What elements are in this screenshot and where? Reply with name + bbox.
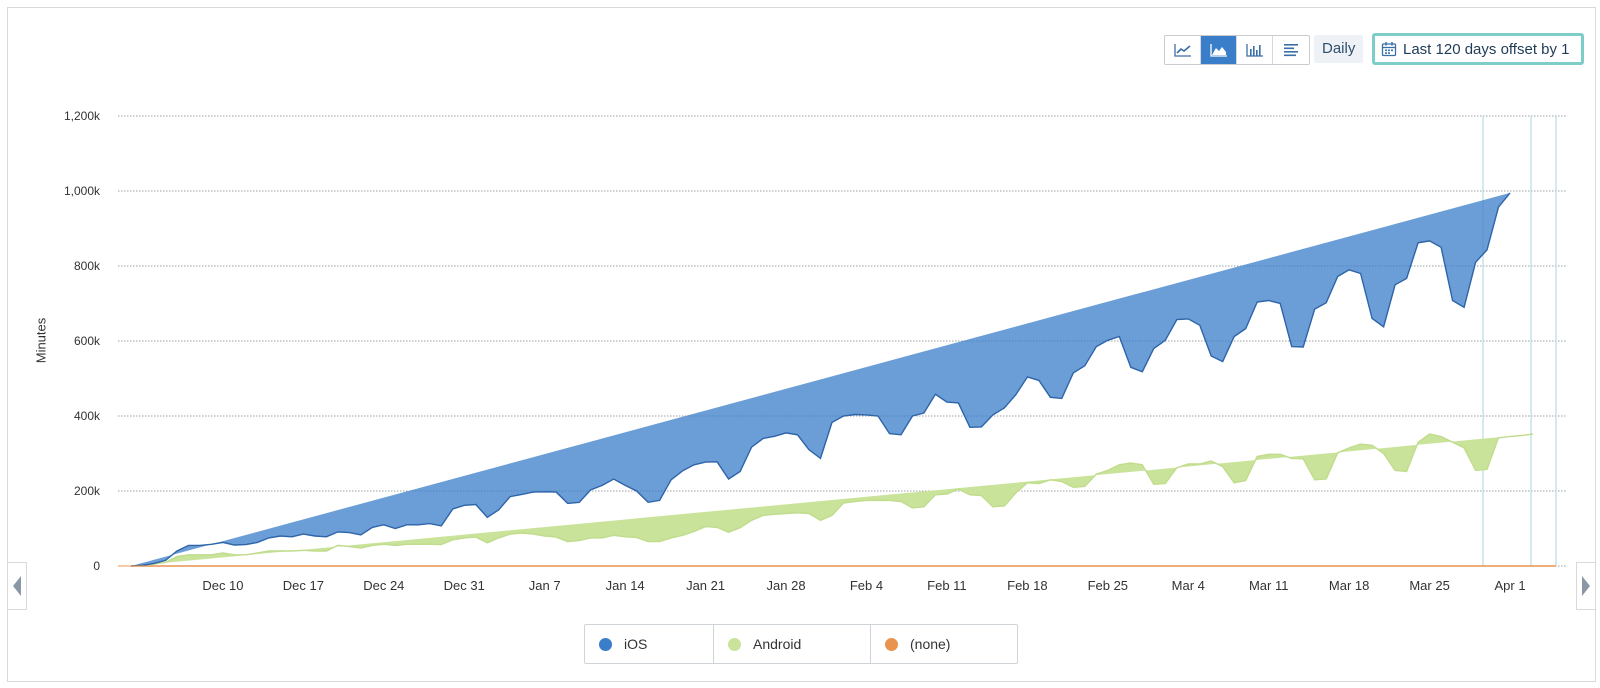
series-line-ios	[130, 192, 1511, 567]
y-tick-label: 0	[93, 559, 100, 573]
chart-legend: iOS Android (none)	[584, 624, 1018, 664]
series-areas	[118, 192, 1556, 567]
legend-item-android[interactable]: Android	[714, 625, 871, 663]
x-tick-label: Feb 18	[1007, 578, 1047, 593]
legend-item-ios[interactable]: iOS	[585, 625, 714, 663]
legend-label: iOS	[624, 636, 648, 652]
line-chart-button[interactable]	[1165, 36, 1201, 64]
x-tick-label: Jan 7	[529, 578, 561, 593]
x-tick-label: Dec 24	[363, 578, 404, 593]
series-line-android	[130, 433, 1534, 567]
y-tick-label: 1,200k	[64, 109, 101, 123]
area-chart-button[interactable]	[1201, 36, 1237, 64]
legend-label: Android	[753, 636, 802, 652]
legend-dot	[885, 637, 898, 651]
x-tick-label: Dec 10	[202, 578, 243, 593]
chart-panel: Daily Last 120 days offset by 1	[7, 7, 1596, 682]
view-type-group	[1164, 35, 1310, 65]
bar-chart-button[interactable]	[1237, 36, 1273, 64]
table-view-button[interactable]	[1273, 36, 1309, 64]
legend-dot	[728, 637, 741, 651]
chevron-left-icon	[13, 576, 21, 596]
x-tick-label: Feb 4	[850, 578, 883, 593]
x-tick-label: Feb 25	[1088, 578, 1128, 593]
y-tick-label: 400k	[74, 409, 101, 423]
calendar-icon	[1381, 42, 1397, 57]
series-area-ios[interactable]	[131, 192, 1510, 566]
x-tick-label: Dec 17	[283, 578, 324, 593]
x-tick-label: Dec 31	[444, 578, 485, 593]
legend-label: (none)	[910, 636, 951, 652]
interval-selector[interactable]: Daily	[1314, 35, 1364, 63]
grid-lines	[118, 115, 1567, 567]
x-tick-label: Mar 18	[1329, 578, 1369, 593]
date-range-picker[interactable]: Last 120 days offset by 1	[1372, 33, 1584, 65]
bar-chart-icon	[1245, 44, 1263, 57]
x-tick-labels: Dec 10 Dec 17 Dec 24 Dec 31 Jan 7 Jan 14 Jan 2…	[202, 578, 1525, 593]
next-period-button[interactable]	[1576, 562, 1596, 610]
legend-dot	[599, 637, 612, 651]
y-tick-label: 800k	[74, 259, 101, 273]
line-chart-icon	[1173, 44, 1191, 57]
chevron-right-icon	[1582, 576, 1590, 596]
x-tick-label: Jan 21	[686, 578, 725, 593]
y-tick-labels: 0 200k 400k 600k 800k 1,000k 1,200k	[64, 109, 101, 573]
x-tick-label: Mar 25	[1409, 578, 1449, 593]
table-icon	[1284, 44, 1298, 57]
date-range-label: Last 120 days offset by 1	[1403, 40, 1570, 58]
x-tick-label: Mar 4	[1172, 578, 1205, 593]
x-tick-label: Mar 11	[1249, 578, 1289, 593]
y-tick-label: 1,000k	[64, 184, 101, 198]
chart-toolbar: Daily Last 120 days offset by 1	[8, 33, 1595, 65]
x-tick-label: Jan 28	[767, 578, 806, 593]
legend-item-none[interactable]: (none)	[871, 625, 1017, 663]
x-tick-label: Jan 14	[606, 578, 645, 593]
y-tick-label: 600k	[74, 334, 101, 348]
series-area-android[interactable]	[131, 434, 1533, 566]
area-chart-icon	[1209, 44, 1227, 57]
x-tick-label: Apr 1	[1494, 578, 1525, 593]
y-tick-label: 200k	[74, 484, 101, 498]
prev-period-button[interactable]	[7, 562, 27, 610]
x-tick-label: Feb 11	[927, 578, 967, 593]
